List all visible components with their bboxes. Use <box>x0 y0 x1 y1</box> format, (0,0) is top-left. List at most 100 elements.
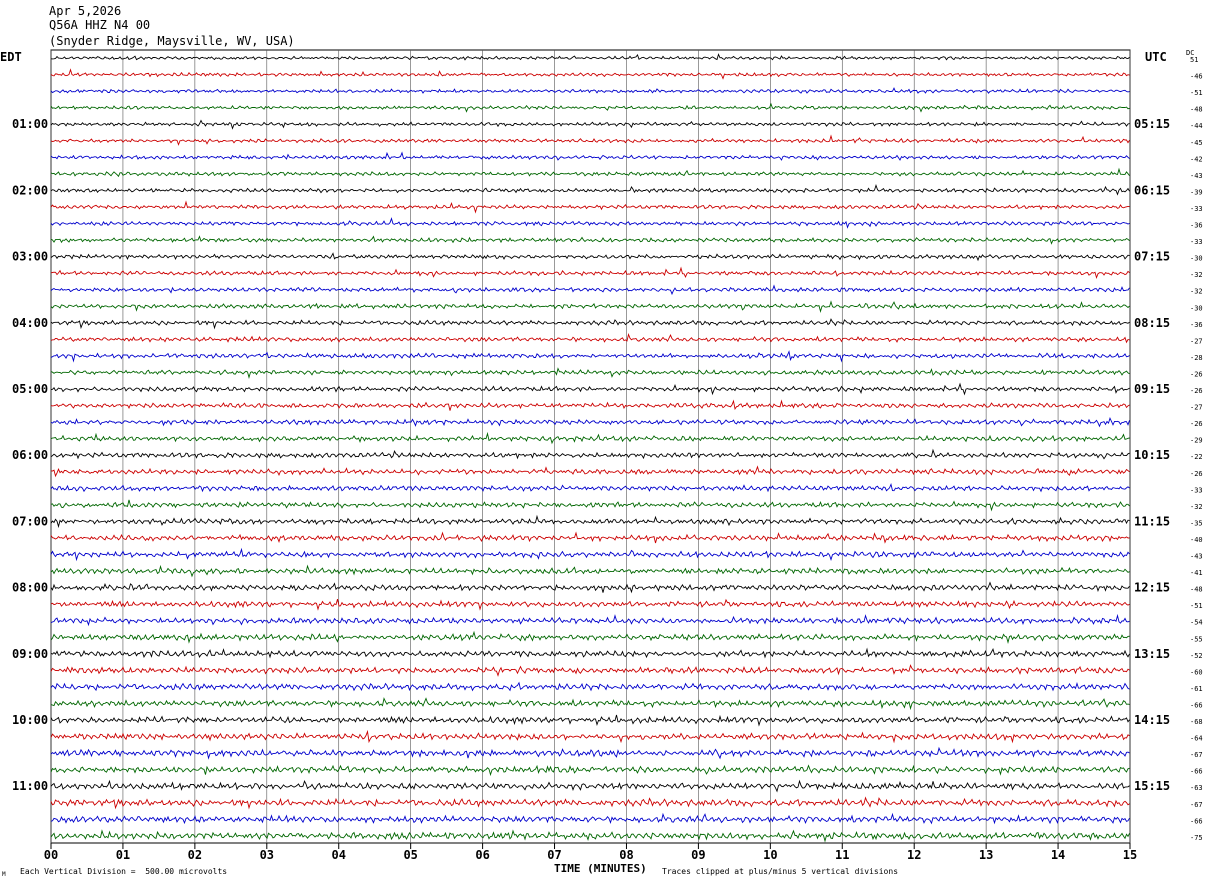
seismic-trace <box>50 482 1130 493</box>
dc-offset-label: -66 <box>1190 701 1203 709</box>
seismic-trace <box>50 465 1130 478</box>
seismic-trace <box>50 714 1130 727</box>
left-hour-label: 10:00 <box>12 713 48 727</box>
right-hour-label: 05:15 <box>1134 117 1170 131</box>
seismic-trace <box>50 812 1130 825</box>
right-hour-label: 08:15 <box>1134 316 1170 330</box>
seismic-trace <box>50 102 1130 113</box>
dc-offset-label: -32 <box>1190 271 1203 279</box>
dc-offset-label: -67 <box>1190 751 1203 759</box>
seismic-trace <box>50 183 1130 196</box>
seismic-trace <box>50 68 1130 80</box>
right-hour-label: 09:15 <box>1134 382 1170 396</box>
dc-offset-label: -75 <box>1190 834 1203 842</box>
dc-offset-label: -51 <box>1190 602 1203 610</box>
dc-offset-label: -41 <box>1190 569 1203 577</box>
x-tick-label: 00 <box>44 848 58 862</box>
dc-offset-label: 51 <box>1190 56 1198 64</box>
dc-offset-label: -26 <box>1190 370 1203 378</box>
right-hour-label: 10:15 <box>1134 448 1170 462</box>
dc-offset-label: -33 <box>1190 238 1203 246</box>
dc-offset-label: -66 <box>1190 817 1203 825</box>
seismic-trace <box>50 729 1130 744</box>
seismic-trace <box>50 564 1130 578</box>
dc-offset-label: -66 <box>1190 768 1203 776</box>
dc-offset-label: -60 <box>1190 668 1203 676</box>
dc-offset-label: -48 <box>1190 586 1203 594</box>
seismic-trace <box>50 514 1130 529</box>
seismic-trace <box>50 151 1130 161</box>
seismic-trace <box>50 134 1130 146</box>
dc-offset-label: -68 <box>1190 718 1203 726</box>
dc-offset-label: -30 <box>1190 255 1203 263</box>
seismic-trace <box>50 167 1130 178</box>
x-tick-label: 12 <box>907 848 921 862</box>
seismic-trace <box>50 499 1130 512</box>
seismic-trace <box>50 598 1130 611</box>
seismic-trace <box>50 350 1130 363</box>
seismic-trace <box>50 630 1130 645</box>
dc-offset-label: -44 <box>1190 122 1203 130</box>
dc-offset-label: -43 <box>1190 172 1203 180</box>
dc-offset-label: -32 <box>1190 288 1203 296</box>
x-tick-label: 04 <box>332 848 346 862</box>
corner-mark: M <box>2 871 6 878</box>
x-tick-label: 03 <box>260 848 274 862</box>
seismic-trace <box>50 681 1130 692</box>
right-hour-label: 11:15 <box>1134 514 1170 528</box>
dc-offset-label: -61 <box>1190 685 1203 693</box>
left-hour-label: 06:00 <box>12 448 48 462</box>
station-code: Q56A HHZ N4 00 <box>49 18 151 32</box>
x-tick-label: 08 <box>619 848 633 862</box>
dc-offset-label: -51 <box>1190 89 1203 97</box>
seismic-trace <box>50 367 1130 380</box>
right-hour-label: 06:15 <box>1134 183 1170 197</box>
seismic-trace <box>50 697 1130 711</box>
dc-offset-label: -26 <box>1190 387 1203 395</box>
seismic-trace <box>50 119 1130 130</box>
right-timezone-label: UTC <box>1145 50 1167 64</box>
seismic-trace <box>50 399 1130 411</box>
plot-frame <box>50 49 1131 844</box>
dc-offset-label: -63 <box>1190 784 1203 792</box>
scale-note: Each Vertical Division = 500.00 microvol… <box>20 867 228 876</box>
left-hour-label: 08:00 <box>12 581 48 595</box>
x-axis-title: TIME (MINUTES) <box>554 862 647 875</box>
dc-offset-label: -46 <box>1190 73 1203 81</box>
x-tick-label: 15 <box>1123 848 1137 862</box>
seismic-trace <box>50 431 1130 445</box>
dc-offset-label: -28 <box>1190 354 1203 362</box>
seismic-trace <box>50 333 1130 344</box>
seismic-trace <box>50 779 1130 793</box>
seismic-trace <box>50 300 1130 313</box>
dc-offset-label: -29 <box>1190 437 1203 445</box>
dc-offset-label: -26 <box>1190 470 1203 478</box>
clip-note: Traces clipped at plus/minus 5 vertical … <box>662 867 899 876</box>
left-hour-label: 09:00 <box>12 647 48 661</box>
dc-offset-label: -35 <box>1190 519 1203 527</box>
right-hour-label: 15:15 <box>1134 779 1170 793</box>
dc-offset-label: -43 <box>1190 553 1203 561</box>
seismic-trace <box>50 87 1130 94</box>
plot-date: Apr 5,2026 <box>49 4 122 18</box>
dc-offset-label: -54 <box>1190 619 1203 627</box>
x-tick-label: 14 <box>1051 848 1065 862</box>
dc-offset-label: -67 <box>1190 801 1203 809</box>
seismic-trace <box>50 382 1130 396</box>
dc-offset-header: DC <box>1186 49 1195 57</box>
seismic-trace <box>50 217 1130 229</box>
x-tick-label: 02 <box>188 848 202 862</box>
left-hour-label: 04:00 <box>12 316 48 330</box>
seismic-trace <box>50 547 1130 562</box>
seismic-trace <box>50 235 1130 245</box>
seismic-trace <box>50 284 1130 296</box>
left-hour-label: 07:00 <box>12 514 48 528</box>
seismic-trace <box>50 581 1130 594</box>
x-tick-label: 11 <box>835 848 849 862</box>
dc-offset-label: -64 <box>1190 735 1203 743</box>
dc-offset-label: -22 <box>1190 453 1203 461</box>
dc-offset-label: -36 <box>1190 321 1203 329</box>
dc-offset-label: -32 <box>1190 503 1203 511</box>
seismic-trace <box>50 252 1130 262</box>
